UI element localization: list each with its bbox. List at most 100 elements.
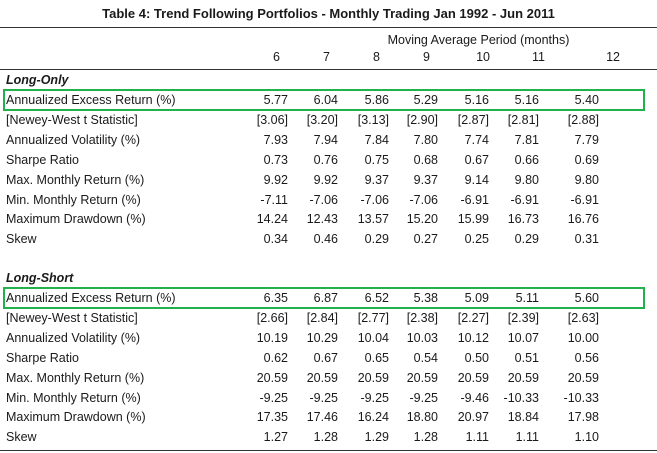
row-label: [Newey-West t Statistic] [6, 310, 138, 325]
table-cell: 0.29 [514, 232, 539, 247]
table-cell: 0.56 [574, 350, 599, 365]
table-cell: [2.38] [406, 310, 438, 325]
table-cell: 9.92 [313, 172, 338, 187]
table-cell: [2.39] [507, 310, 539, 325]
table-cell: 1.29 [364, 430, 389, 445]
row-label: Sharpe Ratio [6, 152, 79, 167]
table-cell: 5.38 [413, 291, 438, 305]
row-label: [Newey-West t Statistic] [6, 112, 138, 127]
table-row: Skew 0.34 0.46 0.29 0.27 0.25 0.29 0.31 [0, 229, 657, 249]
table-cell: 5.09 [464, 291, 489, 305]
row-label: Min. Monthly Return (%) [6, 192, 141, 207]
table-cell: 10.19 [256, 330, 288, 345]
table-cell: 18.84 [507, 410, 539, 425]
table-cell: 0.25 [464, 232, 489, 247]
table-cell: 9.37 [364, 172, 389, 187]
table-cell: -7.11 [260, 192, 288, 207]
table-cell: 10.12 [457, 330, 489, 345]
table-cell: 7.93 [263, 132, 288, 147]
table-title: Table 4: Trend Following Portfolios - Mo… [102, 6, 555, 21]
table-row: Annualized Volatility (%) 10.19 10.29 10.04… [0, 328, 657, 348]
table-cell: 12.43 [306, 212, 338, 227]
table-cell: 0.67 [313, 350, 338, 365]
table-row: Annualized Excess Return (%) 5.77 6.04 5.86… [0, 90, 657, 110]
table-cell: 9.80 [514, 172, 539, 187]
row-label: Annualized Volatility (%) [6, 330, 141, 345]
table-cell: 0.62 [263, 350, 288, 365]
table-cell: 0.73 [263, 152, 288, 167]
row-label: Maximum Drawdown (%) [6, 410, 146, 425]
table-cell: [2.87] [457, 112, 489, 127]
table-cell: -9.25 [409, 390, 439, 405]
table-row: Annualized Volatility (%) 7.93 7.94 7.84 7.8… [0, 130, 657, 150]
table-cell: 20.59 [457, 370, 489, 385]
section-title: Long-Only [6, 73, 69, 87]
table-cell: 1.27 [263, 430, 288, 445]
table-row: Min. Monthly Return (%) -7.11 -7.06 -7.06 -7… [0, 190, 657, 210]
table-cell: 20.59 [567, 370, 599, 385]
table-cell: 0.65 [364, 350, 389, 365]
table-row: [Newey-West t Statistic] [3.06] [3.20] [3.1… [0, 110, 657, 130]
table-cell: 0.29 [364, 232, 389, 247]
table-cell: 20.59 [507, 370, 539, 385]
table-row: Sharpe Ratio 0.73 0.76 0.75 0.68 0.67 0.66 0.69 [0, 150, 657, 170]
row-label: Skew [6, 430, 37, 445]
table-cell: [3.20] [306, 112, 338, 127]
table-cell: 13.57 [357, 212, 389, 227]
row-label: Annualized Excess Return (%) [6, 291, 176, 305]
highlight-box [3, 89, 645, 111]
table-cell: 7.79 [574, 132, 599, 147]
table-cell: 1.11 [515, 430, 539, 445]
row-label: Sharpe Ratio [6, 350, 79, 365]
table-cell: 0.34 [263, 232, 288, 247]
table-cell: 7.84 [364, 132, 389, 147]
table-cell: -6.91 [510, 192, 540, 207]
table-cell: 9.14 [464, 172, 489, 187]
period-header-cells: 6 7 8 9 10 11 12 [0, 47, 657, 67]
row-label: Annualized Excess Return (%) [6, 93, 176, 107]
table-cell: 17.98 [567, 410, 599, 425]
row-label: Maximum Drawdown (%) [6, 212, 146, 227]
table-cell: [3.06] [256, 112, 288, 127]
table-row: Maximum Drawdown (%) 17.35 17.46 16.24 18.80… [0, 407, 657, 427]
table-cell: 10.04 [357, 330, 389, 345]
period-header-cell: 8 [373, 50, 380, 64]
table-cell: 6.87 [313, 291, 338, 305]
table-cell: 10.07 [507, 330, 539, 345]
table-cell: 0.27 [413, 232, 438, 247]
table-row: Maximum Drawdown (%) 14.24 12.43 13.57 15.20… [0, 209, 657, 229]
table-cell: 7.80 [413, 132, 438, 147]
table-cell: 17.35 [256, 410, 288, 425]
table-cell: [2.90] [406, 112, 438, 127]
table-cell: 0.66 [514, 152, 539, 167]
table-cell: [3.13] [357, 112, 389, 127]
table-cell: [2.81] [507, 112, 539, 127]
table-row: Annualized Excess Return (%) 6.35 6.87 6.52… [0, 288, 657, 308]
table-cell: 10.29 [306, 330, 338, 345]
table-cell: -6.91 [460, 192, 490, 207]
table-cell: 20.59 [306, 370, 338, 385]
table-cell: 1.11 [465, 430, 489, 445]
table-cell: 0.51 [514, 350, 539, 365]
row-label: Annualized Volatility (%) [6, 132, 141, 147]
table-cell: 9.92 [263, 172, 288, 187]
table-cell: -9.25 [309, 390, 339, 405]
table-cell: 5.77 [263, 93, 288, 107]
table-row: Sharpe Ratio 0.62 0.67 0.65 0.54 0.50 0.51 0.56 [0, 348, 657, 368]
table-cell: 9.37 [413, 172, 438, 187]
table-row: Max. Monthly Return (%) 20.59 20.59 20.59 20… [0, 368, 657, 388]
table-cell: 9.80 [574, 172, 599, 187]
table-cell: -6.91 [570, 192, 600, 207]
bottom-rule [0, 450, 657, 451]
table-cell: 0.46 [313, 232, 338, 247]
table-cell: -7.06 [309, 192, 339, 207]
period-header-cell: 10 [476, 50, 490, 64]
table-cell: 5.11 [515, 291, 539, 305]
table-cell: 6.52 [364, 291, 389, 305]
table-cell: -10.33 [503, 390, 539, 405]
table-cell: 16.76 [567, 212, 599, 227]
title-rule [0, 27, 657, 28]
table-cell: 6.35 [263, 291, 288, 305]
highlight-box [3, 287, 645, 309]
table-cell: -7.06 [409, 192, 439, 207]
